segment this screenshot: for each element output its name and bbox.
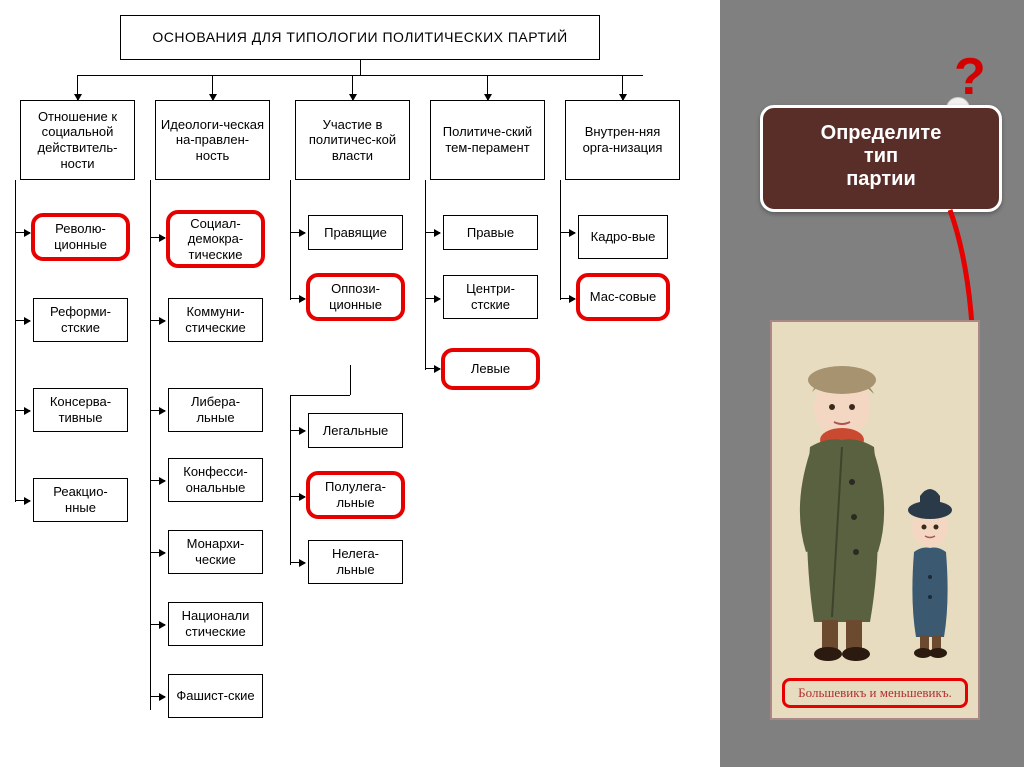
- col-header-4-text: Внутрен-няя орга-низация: [570, 124, 675, 155]
- item-1-0-text: Социал-демокра-тические: [173, 216, 258, 263]
- item-2-0-1-text: Оппози-ционные: [313, 281, 398, 312]
- postcard-caption: Большевикъ и меньшевикъ.: [782, 678, 968, 708]
- item-0-1-text: Реформи-стские: [38, 304, 123, 335]
- item-0-3: Реакцио-нные: [33, 478, 128, 522]
- postcard-caption-text: Большевикъ и меньшевикъ.: [798, 685, 952, 700]
- item-1-5: Национали стические: [168, 602, 263, 646]
- item-0-3-text: Реакцио-нные: [38, 484, 123, 515]
- col-header-3-text: Политиче-ский тем-перамент: [435, 124, 540, 155]
- item-2-0-1: Оппози-ционные: [308, 275, 403, 319]
- item-4-1-text: Мас-совые: [590, 289, 656, 305]
- item-1-6: Фашист-ские: [168, 674, 263, 718]
- col-header-2: Участие в политичес-кой власти: [295, 100, 410, 180]
- col-header-0: Отношение к социальной действитель-ности: [20, 100, 135, 180]
- item-3-1-text: Центри-стские: [448, 281, 533, 312]
- col-header-4: Внутрен-няя орга-низация: [565, 100, 680, 180]
- item-0-0: Револю-ционные: [33, 215, 128, 259]
- item-3-2-text: Левые: [471, 361, 510, 377]
- item-2-1-1: Полулега-льные: [308, 473, 403, 517]
- col-header-1-text: Идеологи-ческая на-правлен-ность: [160, 117, 265, 164]
- item-2-1-2-text: Нелега-льные: [313, 546, 398, 577]
- item-3-0: Правые: [443, 215, 538, 250]
- col-header-1: Идеологи-ческая на-правлен-ность: [155, 100, 270, 180]
- item-2-1-1-text: Полулега-льные: [313, 479, 398, 510]
- item-2-1-0: Легальные: [308, 413, 403, 448]
- item-1-5-text: Национали стические: [173, 608, 258, 639]
- title-box: ОСНОВАНИЯ ДЛЯ ТИПОЛОГИИ ПОЛИТИЧЕСКИХ ПАР…: [120, 15, 600, 60]
- col-header-0-text: Отношение к социальной действитель-ности: [25, 109, 130, 171]
- badge-line-3: партии: [771, 168, 991, 191]
- question-badge: Определите тип партии: [760, 105, 1002, 212]
- item-2-0-0: Правящие: [308, 215, 403, 250]
- item-0-2-text: Консерва-тивные: [38, 394, 123, 425]
- item-2-1-0-text: Легальные: [323, 423, 389, 439]
- item-1-3: Конфесси-ональные: [168, 458, 263, 502]
- col-header-2-text: Участие в политичес-кой власти: [300, 117, 405, 164]
- col-header-3: Политиче-ский тем-перамент: [430, 100, 545, 180]
- item-1-2-text: Либера-льные: [173, 394, 258, 425]
- item-4-1: Мас-совые: [578, 275, 668, 319]
- postcard-image: Большевикъ и меньшевикъ.: [770, 320, 980, 720]
- item-1-4-text: Монархи-ческие: [173, 536, 258, 567]
- item-0-2: Консерва-тивные: [33, 388, 128, 432]
- diagram-area: ОСНОВАНИЯ ДЛЯ ТИПОЛОГИИ ПОЛИТИЧЕСКИХ ПАР…: [0, 0, 720, 767]
- item-1-1-text: Коммуни-стические: [173, 304, 258, 335]
- item-1-0: Социал-демокра-тические: [168, 212, 263, 266]
- item-1-3-text: Конфесси-ональные: [173, 464, 258, 495]
- item-1-6-text: Фашист-ские: [176, 688, 254, 704]
- badge-line-1: Определите: [771, 122, 991, 145]
- item-1-1: Коммуни-стические: [168, 298, 263, 342]
- title-text: ОСНОВАНИЯ ДЛЯ ТИПОЛОГИИ ПОЛИТИЧЕСКИХ ПАР…: [152, 29, 567, 46]
- item-3-2: Левые: [443, 350, 538, 388]
- item-1-2: Либера-льные: [168, 388, 263, 432]
- item-3-1: Центри-стские: [443, 275, 538, 319]
- badge-line-2: тип: [771, 145, 991, 168]
- item-2-0-0-text: Правящие: [324, 225, 387, 241]
- item-4-0: Кадро-вые: [578, 215, 668, 259]
- item-0-0-text: Револю-ционные: [38, 221, 123, 252]
- item-3-0-text: Правые: [467, 225, 514, 241]
- item-0-1: Реформи-стские: [33, 298, 128, 342]
- item-4-0-text: Кадро-вые: [591, 229, 656, 245]
- item-1-4: Монархи-ческие: [168, 530, 263, 574]
- item-2-1-2: Нелега-льные: [308, 540, 403, 584]
